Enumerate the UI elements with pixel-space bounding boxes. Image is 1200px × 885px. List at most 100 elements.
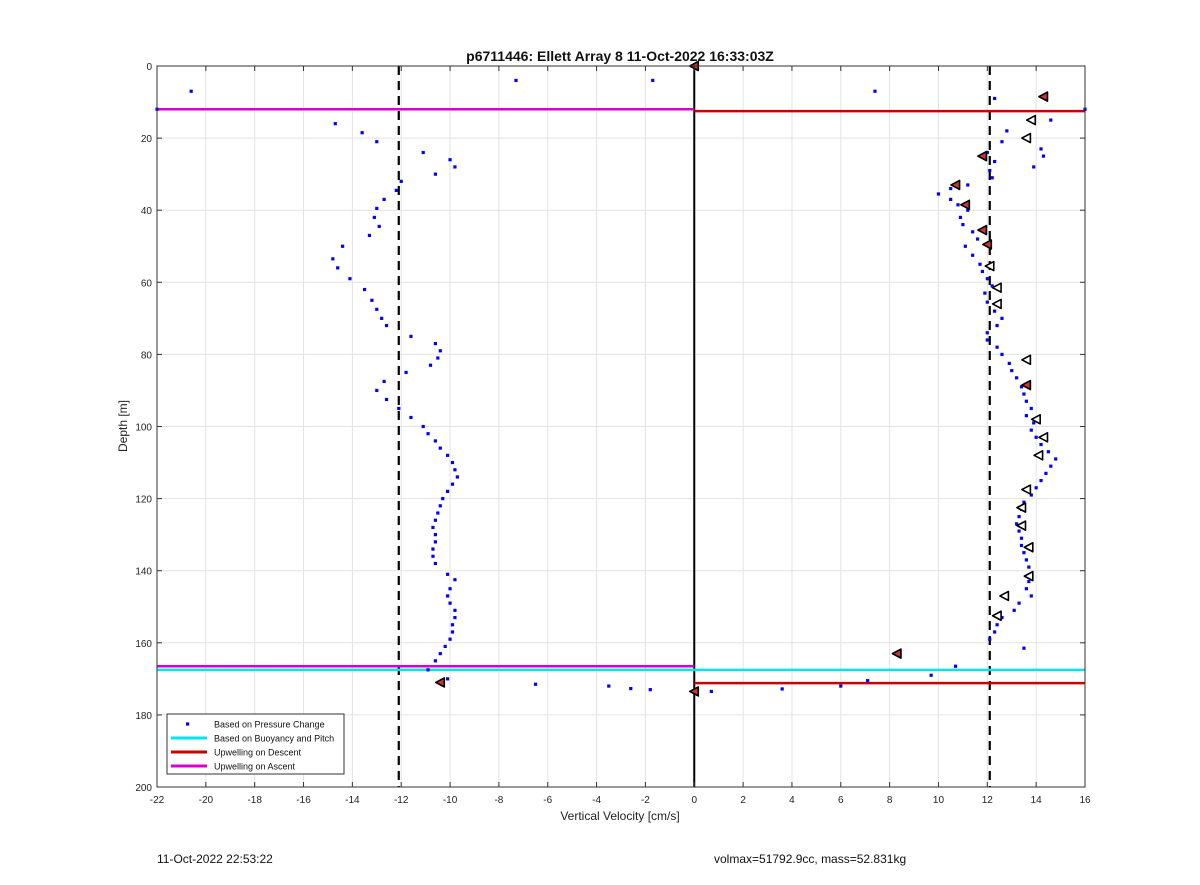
open-triangle-marker: [991, 282, 1002, 294]
axes: -22 -20 -18 -16 -14 -12 -10 -8 -6 -4 -2 0 2 4 6 8 10 12 14…: [135, 62, 1091, 806]
data-point: [1017, 601, 1021, 605]
data-point: [993, 96, 997, 101]
x-axis-label: Vertical Velocity [cm/s]: [560, 809, 679, 823]
data-point: [1029, 428, 1033, 432]
footer-timestamp: 11-Oct-2022 22:53:22: [157, 852, 273, 866]
x-tick-label: -22: [150, 795, 165, 806]
data-point: [961, 223, 965, 227]
legend-label: Based on Pressure Change: [214, 720, 325, 730]
x-tick-label: -12: [394, 795, 409, 806]
data-point: [438, 652, 442, 656]
data-point: [988, 637, 992, 641]
data-point: [1049, 464, 1053, 468]
data-point: [436, 356, 440, 360]
x-tick-label: -14: [345, 795, 360, 806]
open-triangle-marker: [1023, 570, 1034, 582]
data-point: [448, 587, 452, 591]
y-tick-label: 140: [135, 567, 152, 578]
data-point: [1027, 565, 1031, 569]
data-point: [607, 684, 611, 688]
data-point: [1000, 140, 1004, 144]
data-point: [1017, 515, 1021, 519]
data-point: [375, 388, 379, 393]
data-point: [978, 262, 982, 266]
data-point: [1024, 414, 1028, 418]
data-point: [1029, 493, 1033, 497]
data-point: [1041, 154, 1046, 158]
data-point: [1017, 529, 1021, 533]
data-point: [1024, 558, 1028, 562]
data-point: [436, 511, 440, 515]
data-point: [450, 630, 455, 634]
open-triangle-marker: [1021, 354, 1032, 366]
open-triangle-marker: [999, 590, 1010, 602]
data-point: [953, 664, 958, 668]
filled-triangle-marker: [977, 150, 988, 162]
data-point: [375, 140, 379, 144]
data-point: [433, 172, 437, 176]
data-point: [1034, 435, 1038, 439]
data-point: [873, 89, 877, 93]
data-point: [409, 415, 413, 420]
data-point: [936, 192, 941, 196]
data-point: [514, 78, 518, 83]
grid: [156, 65, 1086, 788]
data-point: [993, 309, 997, 313]
data-point: [966, 183, 970, 187]
data-point: [448, 601, 452, 605]
footer-float-info: volmax=51792.9cc, mass=52.831kg: [714, 852, 907, 866]
filled-triangle-marker: [434, 677, 446, 688]
data-point: [446, 489, 450, 493]
data-point: [367, 233, 372, 238]
data-point: [1024, 587, 1028, 591]
data-point: [1032, 165, 1036, 169]
data-point: [380, 316, 384, 320]
data-point: [446, 677, 450, 681]
data-point: [443, 644, 447, 649]
x-tick-label: -18: [247, 795, 262, 806]
filled-triangle-marker: [950, 179, 961, 191]
data-point: [394, 188, 398, 192]
data-point: [1027, 579, 1031, 584]
x-tick-label: 2: [740, 795, 746, 806]
x-tick-label: 0: [691, 795, 697, 806]
data-point: [995, 323, 999, 328]
data-point: [1049, 118, 1053, 122]
x-tick-label: 4: [789, 795, 795, 806]
data-point: [1019, 536, 1024, 540]
data-point: [431, 547, 435, 551]
data-point: [446, 572, 450, 576]
data-point: [382, 197, 386, 201]
data-point: [1022, 646, 1026, 650]
data-point: [949, 197, 953, 201]
data-point: [963, 244, 967, 248]
data-point: [438, 349, 442, 353]
data-point: [453, 165, 457, 169]
data-point: [966, 208, 970, 212]
data-point: [448, 637, 452, 641]
data-point: [399, 179, 403, 183]
data-point: [1000, 352, 1004, 356]
data-point: [980, 269, 985, 274]
data-point: [1022, 551, 1026, 555]
x-tick-label: 6: [838, 795, 844, 806]
data-point: [1019, 385, 1024, 389]
data-point: [709, 689, 713, 694]
data-point: [958, 215, 963, 220]
data-point: [438, 446, 442, 450]
data-point: [993, 159, 997, 164]
data-point: [995, 345, 999, 349]
data-point: [189, 89, 193, 93]
data-point: [421, 150, 425, 155]
data-point: [372, 215, 376, 220]
data-point: [533, 682, 538, 686]
data-point: [382, 379, 386, 384]
data-point: [1010, 369, 1014, 373]
data-point: [1015, 376, 1019, 380]
data-point: [453, 615, 457, 620]
data-point: [1039, 442, 1043, 447]
data-point: [1039, 147, 1043, 151]
data-point: [450, 623, 455, 627]
x-tick-label: 8: [887, 795, 893, 806]
